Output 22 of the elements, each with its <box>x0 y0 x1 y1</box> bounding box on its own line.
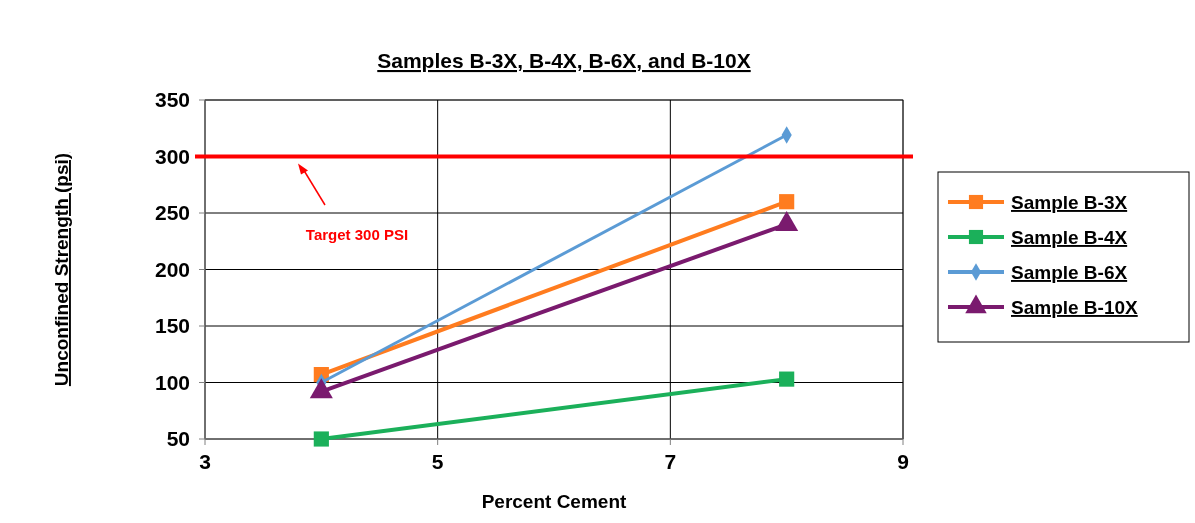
y-tick-label: 350 <box>154 88 190 111</box>
x-tick-label: 7 <box>664 450 677 473</box>
legend-label: Sample B-10X <box>1011 297 1139 318</box>
x-tick-label: 3 <box>199 450 211 473</box>
point <box>313 431 329 447</box>
point <box>779 371 795 387</box>
y-tick-label: 50 <box>166 427 190 450</box>
y-tick-label: 200 <box>154 257 190 281</box>
y-tick-label: 100 <box>154 370 190 394</box>
y-tick-label: 150 <box>154 314 190 337</box>
legend-label: Sample B-4X <box>1011 227 1128 248</box>
legend-label: Sample B-6X <box>1011 262 1128 283</box>
x-tick-label: 9 <box>897 450 909 473</box>
x-tick-label: 5 <box>431 450 444 473</box>
point <box>779 194 795 210</box>
y-axis-title: Unconfined Strength (psi) <box>51 152 72 387</box>
y-tick-label: 300 <box>154 144 190 168</box>
legend-label: Sample B-3X <box>1011 192 1128 213</box>
chart-title: Samples B-3X, B-4X, B-6X, and B-10X <box>377 49 751 72</box>
x-axis-title: Percent Cement <box>481 491 627 512</box>
y-tick-label: 250 <box>154 201 190 224</box>
ref-line-label: Target 300 PSI <box>305 226 409 243</box>
